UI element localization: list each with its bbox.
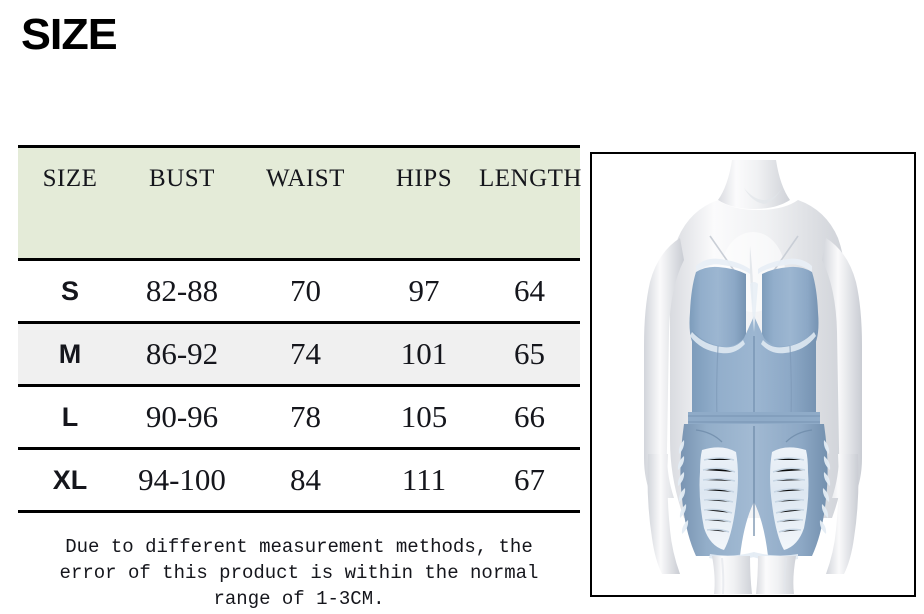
cell-size-xl: XL [18,448,122,513]
cell-size-m: M [18,322,122,387]
size-chart-table-container: SIZE BUST WAIST HIPS LENGTH S 82-88 70 9… [18,145,581,513]
table-row: M 86-92 74 101 65 [18,322,580,387]
table-row: XL 94-100 84 111 67 [18,448,580,513]
cell-waist-l: 78 [242,385,369,450]
cell-hips-s: 97 [369,259,479,324]
page-title: SIZE [21,10,118,59]
cell-hips-xl: 111 [369,448,479,513]
disclaimer-line-1: Due to different measurement methods, th… [65,536,533,558]
cell-length-s: 64 [479,259,580,324]
cell-bust-m: 86-92 [122,322,242,387]
cell-bust-l: 90-96 [122,385,242,450]
measurement-disclaimer: Due to different measurement methods, th… [18,534,580,612]
cell-waist-s: 70 [242,259,369,324]
cell-hips-l: 105 [369,385,479,450]
column-header-length: LENGTH [479,145,581,261]
cell-bust-xl: 94-100 [122,448,242,513]
size-chart-header: SIZE BUST WAIST HIPS LENGTH [18,145,581,261]
cell-length-l: 66 [479,385,580,450]
cell-length-m: 65 [479,322,580,387]
disclaimer-line-3: range of 1-3CM. [213,588,385,610]
cell-size-s: S [18,259,122,324]
table-header-row: SIZE BUST WAIST HIPS LENGTH [18,145,581,261]
size-chart-body: S 82-88 70 97 64 M 86-92 74 101 65 L 90-… [18,259,580,513]
cell-waist-xl: 84 [242,448,369,513]
cell-length-xl: 67 [479,448,580,513]
disclaimer-line-2: error of this product is within the norm… [59,562,539,584]
column-header-bust: BUST [122,145,242,261]
cell-hips-m: 101 [369,322,479,387]
column-header-waist: WAIST [242,145,369,261]
size-chart-table: SIZE BUST WAIST HIPS LENGTH S 82-88 70 9… [18,145,581,513]
product-photo-frame [590,152,916,597]
table-row: S 82-88 70 97 64 [18,259,580,324]
column-header-size: SIZE [18,145,122,261]
cell-waist-m: 74 [242,322,369,387]
cell-bust-s: 82-88 [122,259,242,324]
cell-size-l: L [18,385,122,450]
column-header-hips: HIPS [369,145,479,261]
table-row: L 90-96 78 105 66 [18,385,580,450]
product-photo-denim-romper [592,154,914,595]
